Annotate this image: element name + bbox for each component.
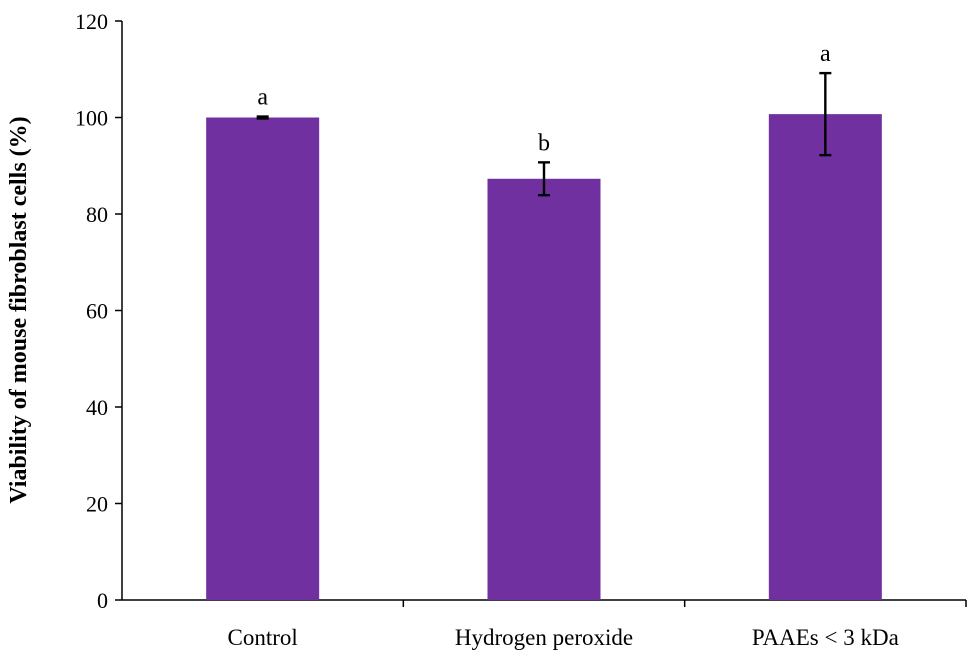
y-tick-label: 80 (86, 202, 108, 227)
significance-labels: a b a (257, 41, 831, 156)
y-axis-title: Viability of mouse fibroblast cells (%) (6, 116, 32, 503)
y-tick-label: 100 (75, 106, 108, 131)
y-tick-label: 120 (75, 9, 108, 34)
y-axis: 0 20 40 60 80 100 120 (75, 9, 123, 613)
bars (206, 114, 882, 600)
x-category-label: Control (228, 625, 298, 650)
x-axis: Control Hydrogen peroxide PAAEs < 3 kDa (122, 599, 967, 650)
error-bars (256, 71, 832, 197)
y-tick-label: 0 (97, 588, 108, 613)
x-category-label: Hydrogen peroxide (455, 625, 633, 650)
y-tick-label: 60 (86, 299, 108, 324)
y-tick-label: 20 (86, 492, 108, 517)
significance-label: a (820, 41, 831, 67)
x-category-label: PAAEs < 3 kDa (752, 625, 899, 650)
y-tick-label: 40 (86, 395, 108, 420)
significance-label: b (538, 130, 550, 156)
bar (206, 117, 320, 600)
bar (487, 178, 601, 600)
bar (768, 114, 882, 600)
significance-label: a (257, 85, 268, 111)
